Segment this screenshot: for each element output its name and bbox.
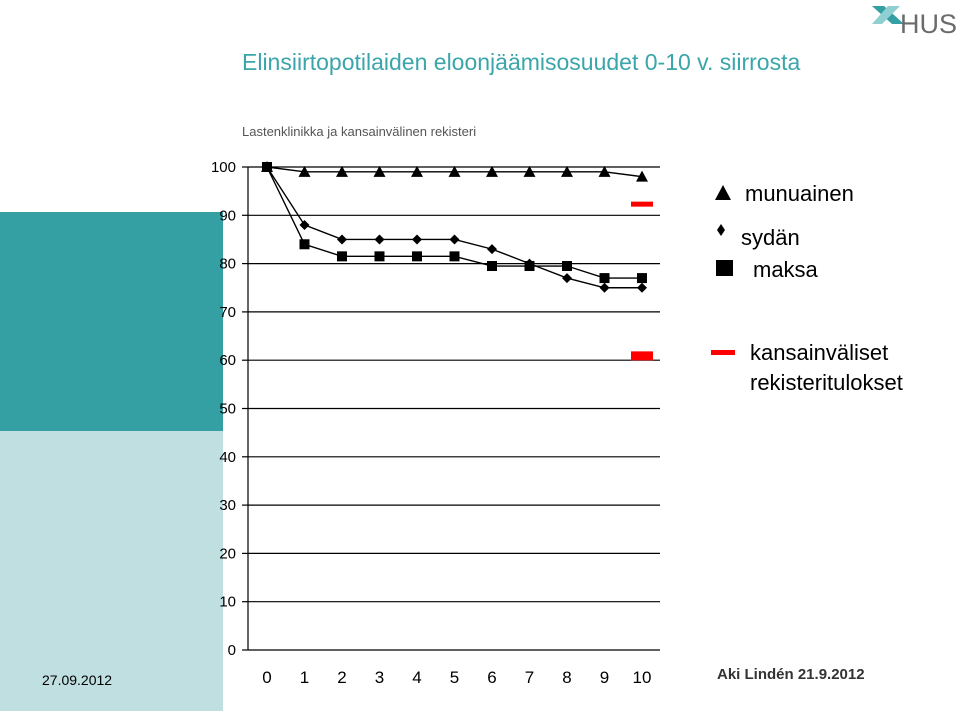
y-tick-label: 50 <box>219 401 236 418</box>
series-line-maksa <box>266 166 642 279</box>
data-point-sydän <box>599 282 610 293</box>
data-point-sydän <box>487 244 497 255</box>
data-point-maksa <box>262 162 272 172</box>
x-tick-label: 3 <box>375 668 384 687</box>
y-axis-ticks: 0 10 20 30 40 50 60 70 80 90 100 <box>211 159 236 659</box>
chart-legend: munuainen sydän maksa kansainväliset rekiste… <box>711 181 903 395</box>
y-tick-label: 70 <box>219 304 236 321</box>
reference-mark <box>631 201 653 207</box>
data-point-munuainen <box>598 165 611 177</box>
series-line-sydän <box>266 166 642 289</box>
data-point-maksa <box>374 251 385 262</box>
reference-mark <box>631 351 653 361</box>
data-point-sydän <box>449 234 460 245</box>
data-point-munuainen <box>411 165 423 177</box>
data-point-munuainen <box>561 165 573 177</box>
data-point-sydän <box>637 282 647 293</box>
data-point-munuainen <box>336 165 348 177</box>
slide-subtitle: Lastenklinikka ja kansainvälinen rekiste… <box>242 124 477 139</box>
y-tick-label: 20 <box>219 545 236 562</box>
legend-label: maksa <box>753 257 819 282</box>
data-point-maksa <box>412 251 422 262</box>
data-point-maksa <box>599 273 610 284</box>
legend-label-reference: kansainväliset rekisteritulokset <box>750 340 903 395</box>
x-tick-label: 7 <box>525 668 534 687</box>
data-point-sydän <box>412 234 422 245</box>
y-tick-label: 80 <box>219 256 236 273</box>
data-point-maksa <box>524 261 535 272</box>
data-point-munuainen <box>486 165 498 177</box>
y-tick-label: 0 <box>228 642 236 659</box>
y-tick-label: 40 <box>219 449 236 466</box>
x-tick-label: 6 <box>487 668 496 687</box>
legend-marker-maksa <box>716 260 733 276</box>
data-point-sydän <box>562 273 572 284</box>
decorative-band-dark <box>0 212 223 431</box>
series-maksa <box>262 162 647 284</box>
data-point-munuainen <box>448 165 461 177</box>
data-point-sydän <box>337 234 347 245</box>
slide-date: 27.09.2012 <box>42 672 113 688</box>
x-tick-label: 2 <box>337 668 346 687</box>
y-tick-label: 90 <box>219 207 236 224</box>
x-tick-label: 10 <box>633 668 652 687</box>
x-tick-label: 9 <box>600 668 609 687</box>
y-tick-label: 30 <box>219 497 236 514</box>
x-tick-label: 8 <box>562 668 571 687</box>
hus-logo <box>868 0 960 44</box>
y-tick-label: 100 <box>211 159 236 176</box>
x-axis-ticks: 0 1 2 3 4 5 6 7 8 9 10 <box>262 668 651 687</box>
data-point-maksa <box>449 251 460 262</box>
reference-marks <box>631 201 653 361</box>
legend-marker-munuainen <box>715 185 731 200</box>
x-tick-label: 5 <box>450 668 459 687</box>
data-point-munuainen <box>373 165 386 177</box>
data-point-maksa <box>562 261 572 272</box>
y-tick-label: 60 <box>219 352 236 369</box>
x-tick-label: 4 <box>412 668 421 687</box>
legend-label: munuainen <box>745 181 854 206</box>
data-point-maksa <box>337 251 347 262</box>
data-point-munuainen <box>298 165 311 177</box>
data-point-maksa <box>487 261 497 272</box>
legend-marker-sydän <box>717 224 725 236</box>
x-tick-label: 1 <box>300 668 309 687</box>
slide-author: Aki Lindén 21.9.2012 <box>717 666 865 683</box>
data-point-sydän <box>374 234 385 245</box>
y-tick-label: 10 <box>219 594 236 611</box>
legend-label: sydän <box>741 225 800 250</box>
chart-series <box>261 161 648 293</box>
data-point-sydän <box>299 219 310 230</box>
data-point-maksa <box>637 273 647 284</box>
legend-marker-reference <box>711 350 735 355</box>
chart-grid <box>242 166 660 651</box>
data-point-munuainen <box>636 170 648 182</box>
slide-title: Elinsiirtopotilaiden eloonjäämisosuudet … <box>242 49 801 75</box>
data-point-munuainen <box>523 165 536 177</box>
series-munuainen <box>261 161 648 182</box>
hus-logo-icon <box>872 6 904 24</box>
hus-logo-text: HUS <box>900 9 958 39</box>
decorative-band-light <box>0 431 223 711</box>
data-point-maksa <box>299 239 310 250</box>
x-tick-label: 0 <box>262 668 271 687</box>
